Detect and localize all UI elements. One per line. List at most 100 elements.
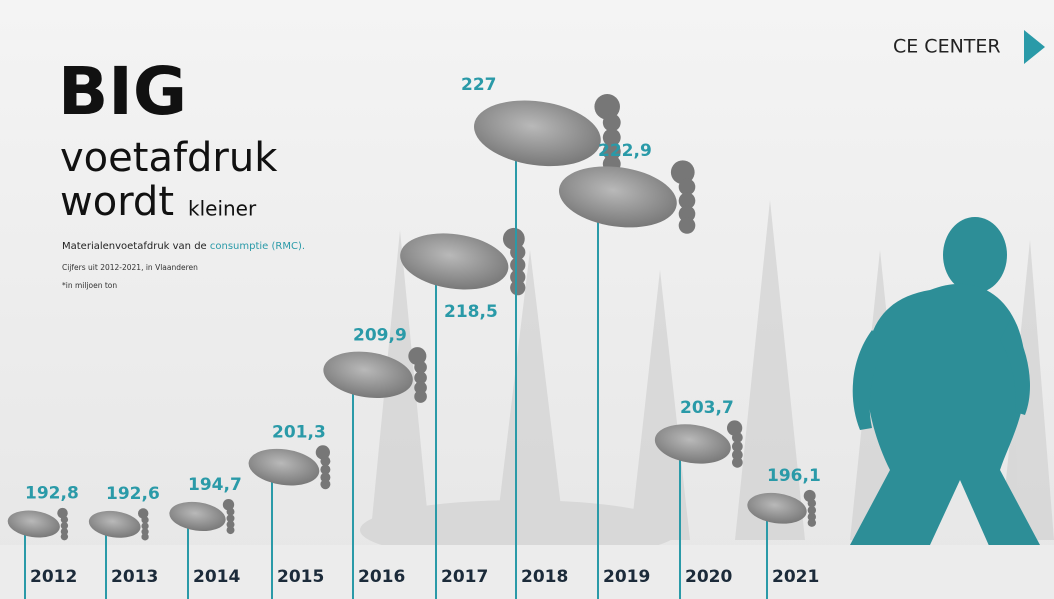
value-label: 209,9: [353, 325, 407, 345]
footprint: [654, 420, 743, 468]
year-label: 2013: [111, 567, 158, 587]
title-small: kleiner: [188, 197, 257, 221]
toe: [807, 518, 817, 527]
unit-note: *in miljoen ton: [62, 281, 117, 290]
year-label: 2017: [441, 567, 488, 587]
toe: [726, 420, 743, 436]
toe: [414, 381, 427, 395]
value-label: 203,7: [680, 398, 734, 418]
foot-sole: [7, 510, 60, 538]
year-label: 2019: [603, 567, 650, 587]
foot-sole: [558, 166, 677, 228]
toe: [414, 390, 427, 403]
toe: [141, 516, 149, 524]
toe: [414, 360, 427, 374]
toe: [57, 507, 68, 519]
year-label: 2018: [521, 567, 568, 587]
toe: [732, 432, 743, 443]
toe: [60, 532, 69, 541]
toe: [226, 507, 235, 516]
foot-sole: [323, 351, 413, 398]
toe: [226, 514, 235, 523]
foot-sole: [654, 424, 731, 464]
toe: [137, 508, 149, 519]
year-label: 2012: [30, 567, 77, 587]
subtitle-highlight: consumptie (RMC).: [210, 241, 305, 252]
toe: [602, 128, 621, 147]
footprint: [558, 160, 696, 234]
toe: [510, 244, 526, 260]
toe: [60, 527, 69, 536]
toe: [320, 472, 331, 483]
toe: [222, 499, 235, 511]
footprint: [88, 508, 149, 541]
toe: [60, 522, 69, 530]
title-line: wordt: [60, 179, 174, 225]
toe: [732, 441, 743, 452]
title-line: voetafdruk: [60, 135, 278, 181]
toe: [141, 533, 149, 541]
toe: [803, 489, 816, 502]
toe: [678, 178, 696, 196]
value-label: 196,1: [767, 466, 821, 486]
toe: [320, 456, 331, 467]
foot-sole: [169, 501, 226, 532]
value-label: 192,8: [25, 484, 79, 504]
foot-sole: [248, 448, 320, 486]
value-label: 192,6: [106, 484, 160, 504]
toe: [510, 257, 526, 273]
toe: [510, 269, 526, 285]
toe: [594, 94, 620, 120]
toe: [315, 445, 330, 460]
footprint: [169, 499, 235, 535]
footprint: [747, 489, 817, 527]
toe: [602, 142, 621, 161]
foot-sole: [400, 233, 509, 290]
value-label: 201,3: [272, 422, 326, 442]
toe: [141, 522, 149, 530]
footprint: [400, 227, 526, 296]
toe: [414, 371, 427, 385]
year-label: 2020: [685, 567, 732, 587]
note: Cijfers uit 2012-2021, in Vlaanderen: [62, 263, 198, 272]
year-label: 2021: [772, 567, 819, 587]
foot-sole: [474, 100, 601, 167]
toe: [226, 526, 235, 535]
toe: [678, 217, 696, 234]
foot-sole: [747, 492, 807, 524]
toe: [60, 515, 69, 524]
value-label: 194,7: [188, 475, 242, 495]
value-label: 222,9: [598, 141, 652, 161]
footprint: [7, 507, 69, 541]
logo-icon: [1024, 30, 1045, 64]
bigfoot: [850, 217, 1040, 548]
toe: [226, 520, 235, 529]
toe: [510, 280, 526, 296]
toe: [670, 160, 695, 185]
toe: [807, 512, 817, 522]
toe: [320, 464, 331, 475]
footprint: [323, 347, 427, 403]
footprint: [474, 94, 621, 173]
year-label: 2015: [277, 567, 324, 587]
toe: [732, 449, 743, 461]
year-strip: [0, 545, 1054, 599]
value-label: 218,5: [444, 302, 498, 322]
year-label: 2014: [193, 567, 240, 587]
toe: [602, 113, 621, 132]
logo: CE CENTER: [893, 36, 1001, 58]
toe: [678, 192, 696, 210]
year-label: 2016: [358, 567, 405, 587]
subtitle-text: Materialenvoetafdruk van de: [62, 241, 207, 252]
subtitle: Materialenvoetafdruk van de consumptie (…: [62, 241, 305, 252]
title: BIG: [58, 53, 187, 130]
toe: [502, 227, 525, 250]
toe: [408, 347, 427, 366]
toe: [678, 205, 696, 223]
toe: [807, 506, 817, 515]
toe: [320, 479, 331, 490]
toe: [141, 528, 149, 536]
toe: [732, 456, 743, 468]
